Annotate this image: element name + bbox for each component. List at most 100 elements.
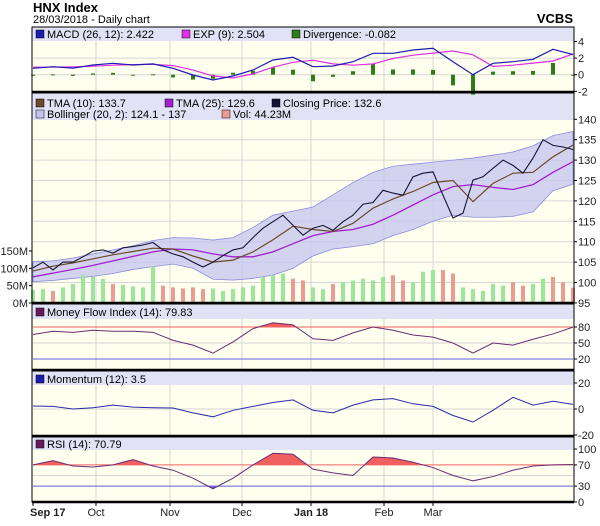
volume-bar (461, 287, 465, 303)
volume-axis-tick-label: 100M (0, 263, 28, 275)
volume-bar (451, 273, 455, 303)
x-axis-tick-label: Jan 18 (294, 507, 328, 519)
volume-bar (131, 286, 135, 303)
brand-label: VCBS (537, 11, 573, 26)
volume-bar (541, 278, 545, 303)
volume-bar (441, 270, 445, 303)
mfi-axis-tick-label: 80 (578, 322, 590, 334)
volume-bar (521, 285, 525, 303)
exp-signal-line (32, 50, 574, 79)
exp-legend: EXP (9): 2.504 (193, 29, 265, 41)
volume-bar (141, 287, 145, 303)
volume-bar (481, 290, 485, 303)
volume-bar (311, 287, 315, 303)
mfi-legend-swatch (35, 307, 45, 317)
volume-bar (81, 275, 85, 303)
mfi-axis-tick-label: 50 (578, 338, 590, 350)
close-legend-swatch (271, 98, 281, 108)
momentum-line (32, 396, 574, 423)
divergence-bar (351, 71, 355, 75)
macd-header-strip (32, 27, 574, 41)
volume-bar (61, 287, 65, 303)
volume-bar (171, 287, 175, 303)
price-header-strip (32, 93, 574, 120)
volume-bar (241, 287, 245, 303)
tma10-legend-swatch (35, 98, 45, 108)
divergence-bar (371, 64, 375, 75)
macd-axis-tick-label: 2 (578, 53, 584, 65)
volume-bar (411, 282, 415, 303)
divergence-legend: Divergence: -0.082 (303, 29, 396, 41)
divergence-bar (531, 70, 535, 75)
volume-bar (271, 275, 275, 303)
momentum-axis-tick-label: 0 (578, 404, 584, 416)
volume-bar (471, 289, 475, 303)
rsi-legend-swatch (35, 439, 45, 449)
rsi-overbought-fill (33, 453, 573, 465)
volume-bar (31, 289, 35, 303)
volume-bar (381, 276, 385, 303)
volume-bar (331, 283, 335, 303)
volume-bar (101, 278, 105, 303)
mfi-axis-tick-label: 20 (578, 354, 590, 366)
volume-bar (291, 278, 295, 303)
vol-legend-swatch (221, 109, 231, 119)
divergence-legend-swatch (291, 29, 301, 39)
volume-bar (151, 266, 155, 303)
divergence-bar (431, 69, 435, 75)
macd-axis-tick-label: -2 (578, 86, 588, 98)
volume-bar (501, 285, 505, 303)
volume-bar (181, 288, 185, 303)
volume-bar (161, 285, 165, 303)
momentum-axis-tick-label: -20 (578, 430, 594, 442)
tma10-legend: TMA (10): 133.7 (47, 98, 126, 110)
volume-bar (301, 280, 305, 303)
price-axis-tick-label: 115 (578, 216, 596, 228)
mfi-line (32, 322, 574, 354)
volume-bar (221, 290, 225, 303)
divergence-bar (251, 70, 255, 75)
volume-bar (491, 283, 495, 303)
chart-subtitle: 28/03/2018 - Daily chart (33, 14, 150, 26)
x-axis-tick-label: Mar (424, 507, 443, 519)
divergence-bar (551, 62, 555, 75)
mfi-header-strip (32, 304, 574, 319)
volume-bar (401, 280, 405, 303)
rsi-legend: RSI (14): 70.79 (47, 439, 122, 451)
macd-axis-tick-label: 4 (578, 37, 584, 49)
divergence-bar (31, 74, 35, 76)
chart-marks (31, 47, 575, 490)
volume-bar (91, 276, 95, 303)
volume-bar (391, 275, 395, 303)
price-axis-tick-label: 125 (578, 176, 596, 188)
divergence-bar (471, 74, 475, 95)
macd-legend: MACD (26, 12): 2.422 (47, 29, 154, 41)
bollinger-legend-swatch (35, 109, 45, 119)
divergence-bar (191, 74, 195, 80)
x-axis-tick-label: Oct (87, 507, 104, 519)
volume-bar (321, 289, 325, 303)
divergence-bar (111, 72, 115, 75)
divergence-bar (211, 74, 215, 79)
volume-bar (511, 282, 515, 303)
price-axis-tick-label: 95 (578, 298, 590, 310)
closing-price-line (32, 138, 574, 271)
volume-bar (251, 285, 255, 303)
divergence-bar (391, 69, 395, 75)
volume-bar (281, 273, 285, 303)
legends: MACD (26, 12): 2.422 EXP (9): 2.504 Dive… (35, 29, 396, 451)
tma25-line (32, 161, 574, 278)
price-axis-tick-label: 120 (578, 196, 596, 208)
volume-bar (431, 270, 435, 303)
volume-bar (371, 280, 375, 303)
rsi-line (32, 452, 574, 490)
rsi-axis-tick-label: 70 (578, 460, 590, 472)
close-legend: Closing Price: 132.6 (283, 98, 381, 110)
volume-axis-tick-label: 50M (7, 281, 28, 293)
divergence-bar (491, 71, 495, 75)
price-axis-tick-label: 140 (578, 114, 596, 126)
price-axis-tick-label: 110 (578, 237, 596, 249)
divergence-bar (51, 74, 55, 76)
volume-axis-tick-label: 0M (13, 298, 28, 310)
